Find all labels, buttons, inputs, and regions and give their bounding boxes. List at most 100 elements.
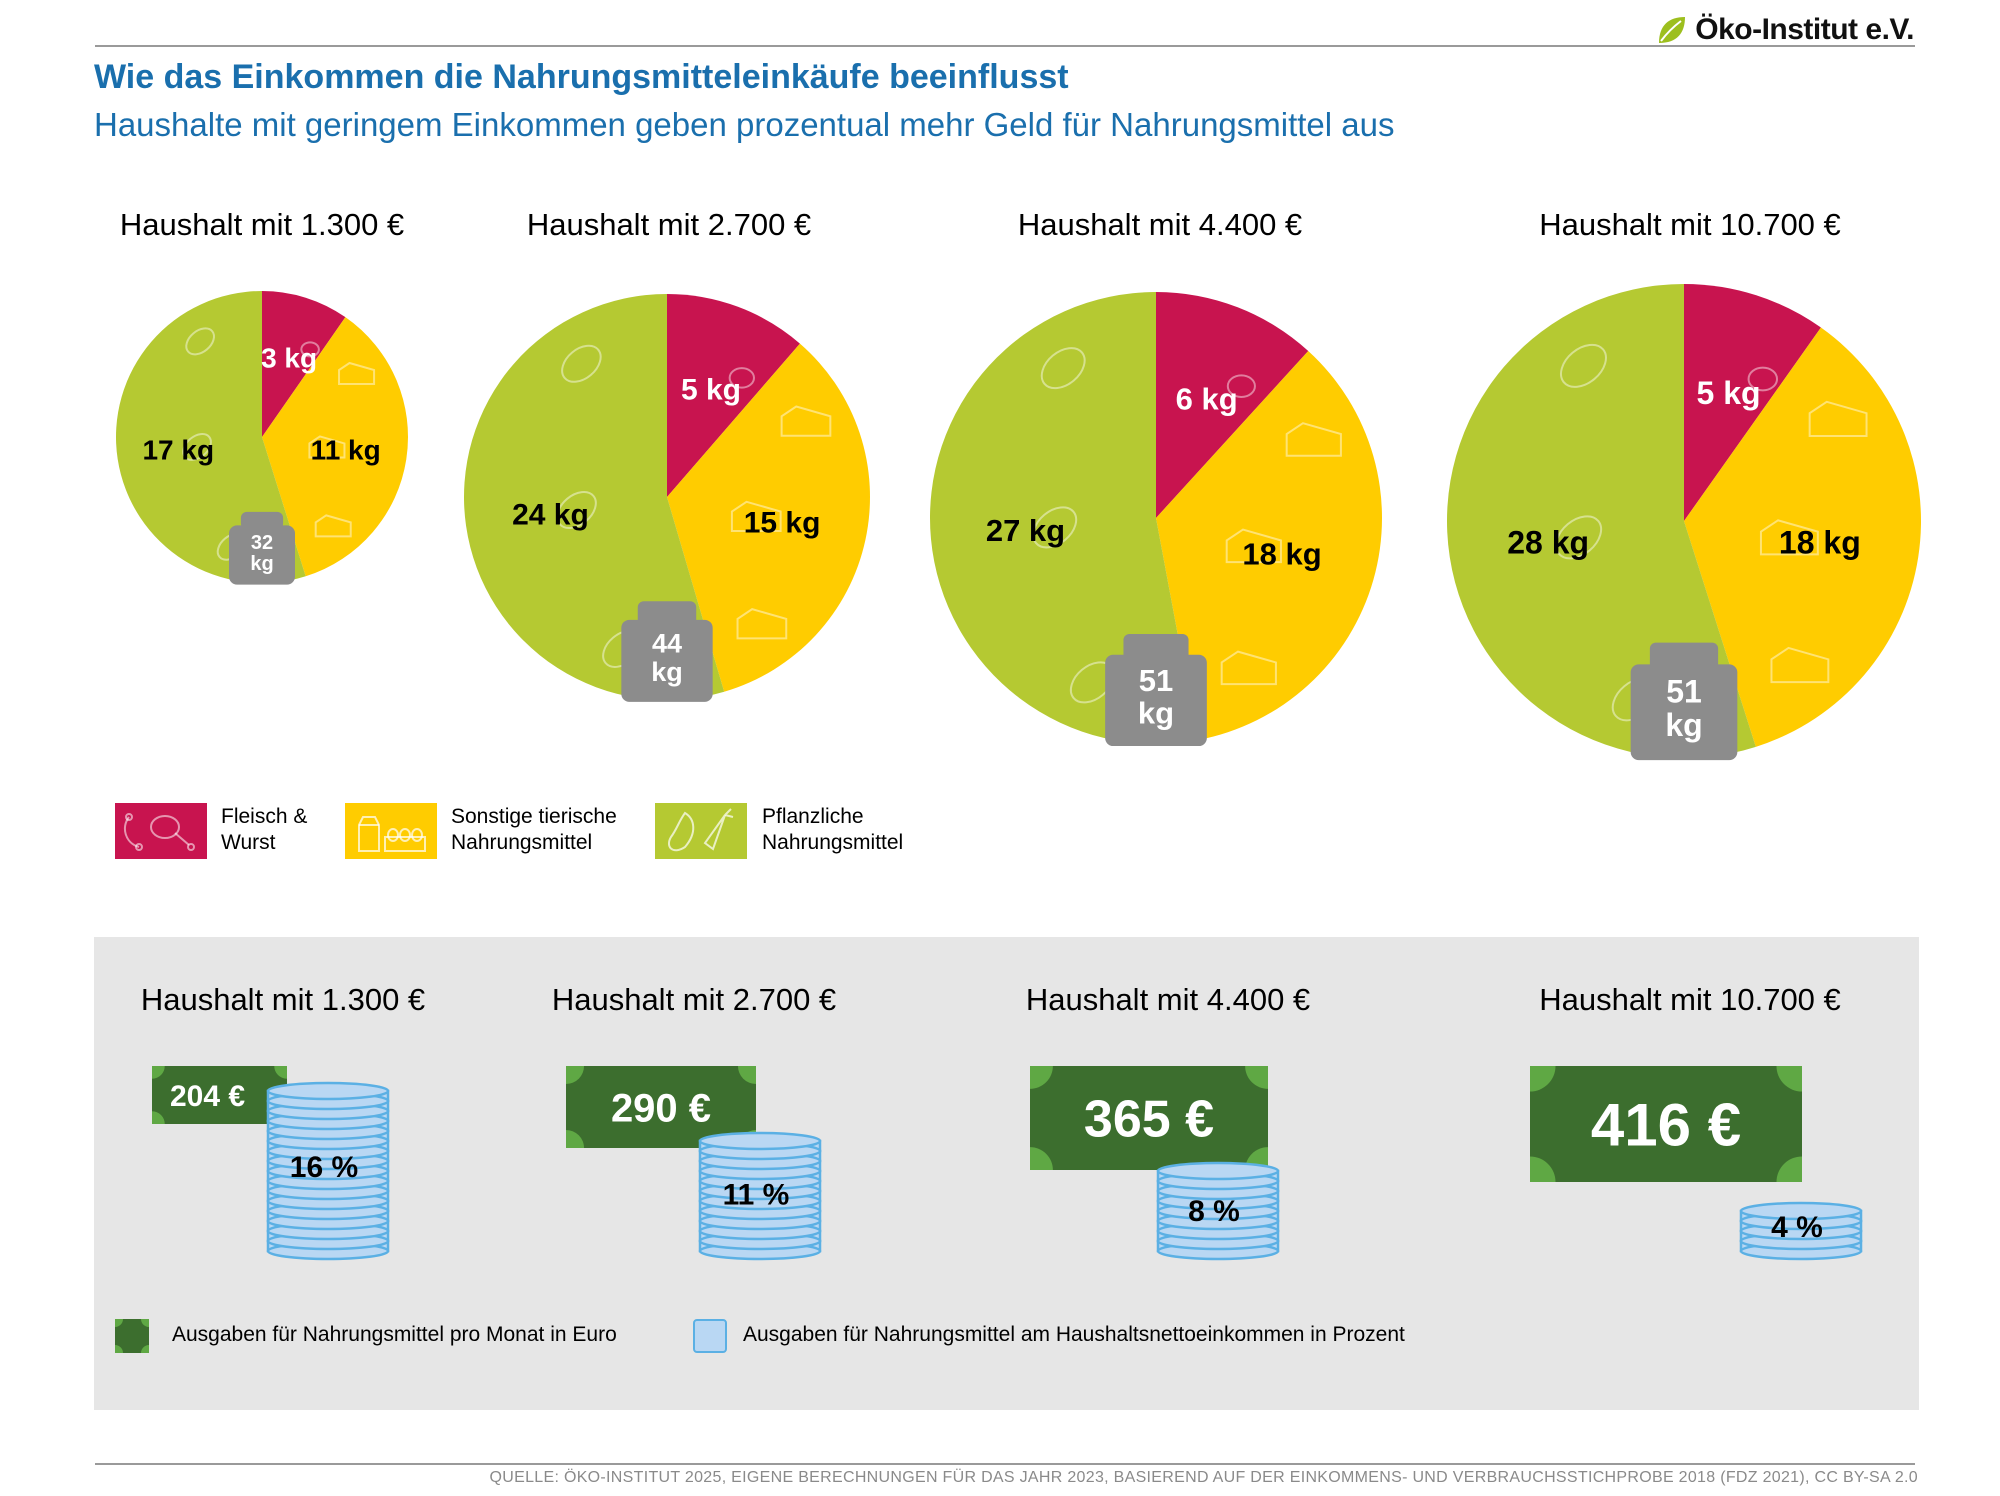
vegetables-icon <box>655 803 747 859</box>
cheese-icon <box>338 361 376 386</box>
legend-label-meat: Fleisch & Wurst <box>221 805 308 854</box>
header-divider <box>95 45 1915 47</box>
vegetable-icon <box>1560 343 1607 388</box>
pie-slice-meat <box>667 294 800 497</box>
household-label-top-3: Haushalt mit 4.400 € <box>1017 207 1303 242</box>
household-label-bottom-2: Haushalt mit 2.700 € <box>551 982 837 1017</box>
weight-body <box>229 525 295 585</box>
banknote-corner <box>1245 1066 1268 1089</box>
weight-handle <box>240 511 284 530</box>
weight-total-value: 51 <box>1666 673 1702 709</box>
pie-slice-plant <box>1446 284 1756 759</box>
banknote-corner <box>737 1066 756 1085</box>
spending-group-3: 365 € 8 % <box>1030 1066 1280 1261</box>
legend-coin <box>693 1319 727 1353</box>
banknote-corner <box>1530 1066 1556 1092</box>
pie-slice-meat <box>1156 292 1309 518</box>
sausage-icon <box>1226 374 1256 399</box>
coin-stack: 4 % <box>1739 1201 1863 1261</box>
coin-top <box>698 1131 822 1151</box>
legend-label-animal: Sonstige tierische Nahrungsmittel <box>451 805 617 854</box>
banknote-body <box>1530 1066 1802 1182</box>
weight-total-unit: kg <box>651 657 683 687</box>
pie-slice-plant <box>464 294 725 700</box>
weight-total-value: 51 <box>1139 663 1173 698</box>
milk-eggs-icon <box>345 803 437 859</box>
banknote: 416 € <box>1530 1066 1802 1182</box>
cheese-icon <box>1808 400 1868 437</box>
spending-group-2: 290 € 11 % <box>566 1066 822 1261</box>
pie-label-meat: 6 kg <box>1176 381 1238 416</box>
vegetable-icon <box>1555 515 1603 560</box>
weight-total-unit: kg <box>1665 707 1702 743</box>
cheese-icon <box>1285 422 1342 457</box>
legend-swatch-plant <box>655 803 747 859</box>
banknote-corner <box>1030 1147 1053 1170</box>
banknote-icon <box>107 1311 157 1361</box>
vegetable-icon <box>182 433 212 461</box>
household-label-bottom-4: Haushalt mit 10.700 € <box>1539 982 1841 1017</box>
sausage-icon <box>1747 366 1779 392</box>
banknote-corners <box>1030 1066 1268 1170</box>
sausage-icon <box>728 367 756 389</box>
pie-label-meat: 5 kg <box>1697 375 1761 411</box>
household-label-bottom-1: Haushalt mit 1.300 € <box>140 982 426 1017</box>
pie-label-animal: 15 kg <box>744 507 821 540</box>
pie-label-animal: 18 kg <box>1779 524 1861 560</box>
pie-slice-animal <box>262 317 408 577</box>
coin-top <box>1156 1161 1280 1181</box>
weight-body <box>1105 654 1207 747</box>
banknote-corner <box>152 1066 165 1079</box>
weight-total-value: 32 <box>251 532 273 554</box>
weight-handle <box>1123 634 1189 661</box>
household-label-top-2: Haushalt mit 2.700 € <box>526 207 812 242</box>
household-label-top-1: Haushalt mit 1.300 € <box>119 207 405 242</box>
coin-percent-label: 16 % <box>290 1151 358 1184</box>
legend-banknote <box>107 1311 157 1361</box>
cheese-icon <box>308 435 346 459</box>
banknote-corner <box>1530 1156 1556 1182</box>
logo: Öko-Institut e.V. <box>1655 10 1914 50</box>
spending-group-4: 416 € 4 % <box>1530 1066 1863 1261</box>
legend-label-plant: Pflanzliche Nahrungsmittel <box>762 805 904 854</box>
cheese-icon <box>730 500 782 533</box>
banknote-corner <box>1776 1156 1802 1182</box>
weight-handle <box>637 601 697 626</box>
legend-swatch-animal <box>345 803 437 859</box>
pie-slice-plant <box>116 291 306 583</box>
cheese-icon <box>780 405 832 437</box>
vegetable-icon <box>556 491 597 529</box>
vegetable-icon <box>1040 347 1086 390</box>
pie-label-plant: 17 kg <box>142 435 214 466</box>
pie-label-meat: 5 kg <box>681 374 741 407</box>
source-note: QUELLE: ÖKO-INSTITUT 2025, EIGENE BERECH… <box>489 1469 1918 1486</box>
coin-stack: 11 % <box>698 1131 822 1261</box>
pie-slice-plant <box>930 292 1198 744</box>
household-label-top-4: Haushalt mit 10.700 € <box>1539 207 1841 242</box>
meat-icon <box>115 803 207 859</box>
cheese-icon <box>314 514 352 538</box>
legend-label-euro: Ausgaben für Nahrungsmittel pro Monat in… <box>172 1323 617 1346</box>
weight-total-value: 44 <box>652 628 682 658</box>
page-title: Wie das Einkommen die Nahrungsmitteleink… <box>94 58 1069 96</box>
banknote-corner <box>1030 1066 1053 1089</box>
page-subtitle: Haushalte mit geringem Einkommen geben p… <box>94 106 1395 143</box>
legend-label-percent: Ausgaben für Nahrungsmittel am Haushalts… <box>743 1323 1405 1346</box>
pie-decoration <box>556 344 832 668</box>
weight-body <box>621 619 713 702</box>
pie-label-plant: 24 kg <box>512 498 589 531</box>
pie-label-animal: 18 kg <box>1242 537 1321 572</box>
banknote-corner <box>566 1066 585 1085</box>
banknote-corner <box>274 1066 287 1079</box>
spending-group-1: 204 € 16 % <box>152 1066 390 1261</box>
banknote-value: 365 € <box>1084 1091 1214 1149</box>
banknote-body <box>1030 1066 1268 1170</box>
cheese-icon <box>736 608 788 640</box>
